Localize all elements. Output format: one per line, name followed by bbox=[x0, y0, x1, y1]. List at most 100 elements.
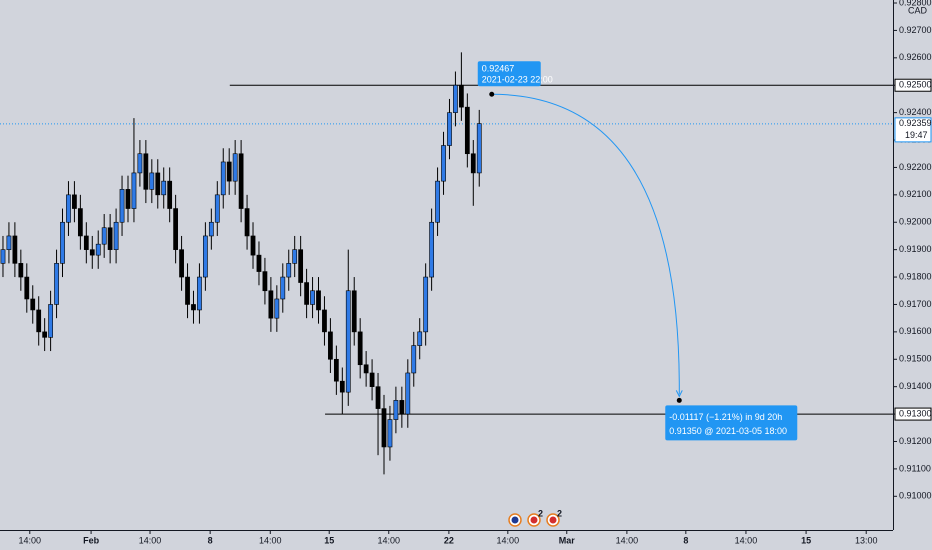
current-price-box bbox=[894, 117, 932, 143]
candle-body bbox=[83, 235, 89, 250]
candle-body bbox=[113, 221, 119, 250]
candle-body bbox=[470, 153, 476, 174]
candle-body bbox=[60, 221, 65, 264]
candle-body bbox=[441, 145, 446, 182]
candle-body bbox=[393, 400, 399, 420]
y-tick-label: 0.92800 bbox=[899, 0, 932, 7]
event-flag bbox=[549, 516, 557, 524]
candle-body bbox=[375, 386, 381, 409]
event-flag bbox=[530, 516, 538, 524]
candle-body bbox=[304, 282, 309, 305]
candle-body bbox=[387, 419, 393, 448]
projection-arc bbox=[491, 93, 680, 395]
y-tick-label: 0.92700 bbox=[899, 25, 932, 35]
candle-body bbox=[12, 235, 18, 264]
x-tick-label: 8 bbox=[208, 535, 213, 545]
candle-body bbox=[435, 180, 440, 223]
projection-start bbox=[489, 91, 495, 97]
candle-body bbox=[107, 227, 113, 250]
candle-body bbox=[226, 161, 232, 182]
y-tick-label: 0.92200 bbox=[899, 162, 932, 172]
y-tick-label: 0.91200 bbox=[899, 436, 932, 446]
candle-body bbox=[333, 358, 339, 382]
candle-body bbox=[328, 331, 333, 360]
candle-body bbox=[345, 290, 351, 393]
start-price: 0.92467 bbox=[482, 64, 515, 74]
candle-body bbox=[453, 84, 458, 113]
event-flag bbox=[511, 516, 519, 524]
candle-body bbox=[417, 331, 423, 346]
event-count: 2 bbox=[557, 508, 562, 518]
candle-body bbox=[357, 331, 363, 366]
candle-body bbox=[232, 153, 238, 182]
candle-body bbox=[322, 309, 327, 333]
x-tick-label: 14:00 bbox=[139, 535, 162, 545]
candle-body bbox=[351, 290, 357, 333]
candle-body bbox=[214, 194, 220, 223]
x-tick-label: 13:00 bbox=[855, 535, 878, 545]
candle-body bbox=[256, 254, 262, 272]
candle-body bbox=[197, 276, 202, 311]
candle-body bbox=[89, 249, 95, 256]
candle-body bbox=[185, 276, 190, 305]
x-tick-label: 15 bbox=[801, 535, 811, 545]
y-tick-label: 0.91800 bbox=[899, 271, 932, 281]
candle-body bbox=[191, 304, 196, 311]
price-label: 0.92500 bbox=[899, 80, 932, 90]
candle-body bbox=[0, 249, 6, 264]
candle-body bbox=[161, 180, 167, 196]
price-label: 0.91300 bbox=[899, 408, 932, 418]
candle-body bbox=[179, 249, 184, 278]
event-count: 2 bbox=[538, 508, 543, 518]
x-tick-label: 14:00 bbox=[616, 535, 639, 545]
candle-body bbox=[119, 189, 125, 223]
candle-body bbox=[137, 153, 143, 174]
end-callout bbox=[665, 405, 798, 441]
candle-body bbox=[18, 263, 24, 278]
x-tick-label: 14:00 bbox=[377, 535, 400, 545]
candle-body bbox=[208, 221, 214, 237]
candle-body bbox=[155, 172, 161, 196]
y-tick-label: 0.91400 bbox=[899, 381, 932, 391]
y-tick-label: 0.91900 bbox=[899, 244, 932, 254]
x-tick-label: 22 bbox=[444, 535, 454, 545]
candle-body bbox=[6, 235, 12, 250]
candle-body bbox=[423, 276, 429, 333]
currency-label: CAD bbox=[908, 5, 928, 15]
candle-body bbox=[476, 123, 482, 174]
y-tick-label: 0.91500 bbox=[899, 354, 932, 364]
candle-body bbox=[286, 263, 292, 278]
candle-body bbox=[95, 243, 101, 256]
x-tick-label: Feb bbox=[83, 535, 100, 545]
candle-body bbox=[203, 235, 208, 278]
y-tick-label: 0.91600 bbox=[899, 326, 932, 336]
candle-body bbox=[316, 290, 321, 311]
start-time: 2021-02-23 22:00 bbox=[482, 75, 553, 85]
y-tick-label: 0.92400 bbox=[899, 107, 932, 117]
candle-body bbox=[77, 208, 83, 237]
candle-body bbox=[167, 180, 173, 209]
candle-body bbox=[42, 331, 48, 338]
x-tick-label: 14:00 bbox=[497, 535, 520, 545]
x-tick-label: 14:00 bbox=[735, 535, 758, 545]
candle-body bbox=[381, 408, 387, 448]
candle-body bbox=[262, 271, 268, 292]
candle-body bbox=[125, 189, 131, 209]
candle-body bbox=[30, 298, 36, 311]
candle-body bbox=[298, 249, 304, 283]
x-tick-label: 15 bbox=[324, 535, 334, 545]
y-tick-label: 0.92600 bbox=[899, 52, 932, 62]
candle-body bbox=[36, 309, 42, 333]
candle-body bbox=[238, 153, 244, 209]
y-tick-label: 0.91700 bbox=[899, 299, 932, 309]
x-tick-label: 14:00 bbox=[19, 535, 42, 545]
candle-body bbox=[143, 153, 149, 190]
candle-body bbox=[149, 172, 155, 190]
candle-body bbox=[101, 227, 107, 245]
candle-body bbox=[54, 263, 59, 305]
y-tick-label: 0.92000 bbox=[899, 217, 932, 227]
countdown-label: 19:47 bbox=[905, 130, 928, 140]
